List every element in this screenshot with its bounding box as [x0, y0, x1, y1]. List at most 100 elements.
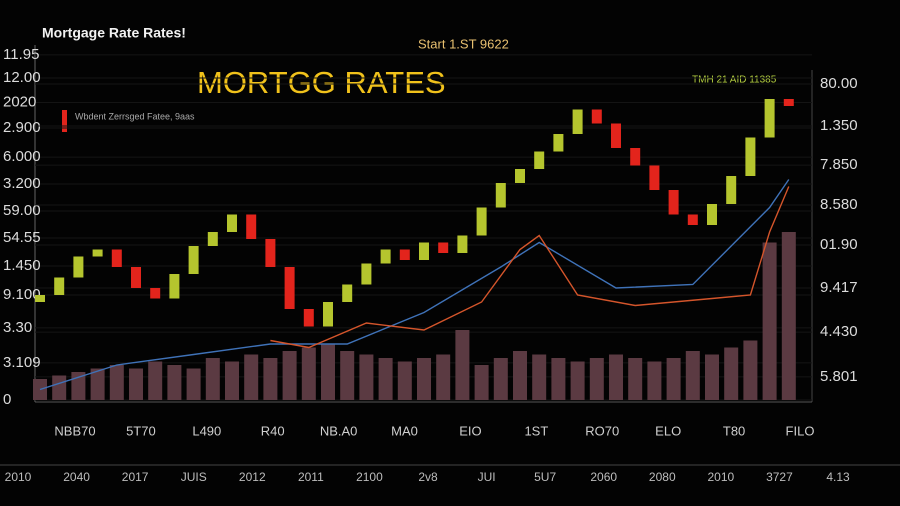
volume-bar	[705, 354, 719, 400]
y-tick-label: 2.900	[3, 119, 41, 136]
y-tick-label: 11.95	[3, 46, 39, 63]
candle	[783, 99, 794, 106]
x-tick-label-2: 5U7	[534, 470, 556, 484]
x-tick-label-2: 4.13	[826, 470, 850, 484]
candle	[169, 274, 180, 299]
volume-bar	[186, 368, 201, 400]
candle	[419, 242, 429, 260]
chart-title: Mortgage Rate Rates!	[42, 25, 186, 41]
y2-tick-label: 4.430	[820, 323, 858, 340]
y-tick-label: 54.55	[3, 229, 41, 246]
y-tick-label: 59.00	[3, 202, 41, 219]
volume-bar	[340, 351, 355, 400]
corner-text: TMH 21 AID 11385	[692, 75, 777, 86]
volume-bar	[628, 358, 643, 400]
x-tick-label-2: 2v8	[418, 470, 438, 484]
candle	[323, 302, 333, 327]
y2-tick-label: 80.00	[820, 75, 858, 92]
candle	[495, 183, 506, 208]
y2-tick-label: 5.801	[820, 368, 858, 385]
volume-bar	[109, 365, 124, 400]
volume-bar	[743, 340, 758, 400]
candle	[649, 165, 660, 190]
y-tick-label: 0	[3, 391, 11, 408]
volume-bar	[148, 361, 163, 400]
volume-bar	[609, 354, 623, 400]
candle	[515, 169, 525, 183]
legend-swatch	[62, 110, 67, 132]
candle	[303, 309, 314, 327]
volume-bar	[570, 361, 585, 400]
x-tick-label-2: 2011	[298, 470, 324, 484]
volume-bar	[321, 344, 335, 400]
volume-bar	[589, 358, 604, 400]
subtitle: Start 1.ST 9622	[418, 36, 509, 51]
candle	[476, 207, 487, 236]
x-tick-label-2: JUI	[478, 470, 496, 484]
y2-tick-label: 8.580	[820, 196, 858, 213]
x-tick-label-2: 2080	[649, 470, 676, 484]
candle	[54, 277, 65, 295]
volume-bar	[167, 365, 182, 400]
annotation: MORTGG RATES	[197, 65, 446, 100]
x-tick-label: RO70	[585, 423, 619, 438]
x-tick-label: T80	[723, 423, 745, 438]
y-tick-label: 3.109	[3, 354, 41, 371]
volume-bar	[436, 354, 451, 400]
y2-tick-label: 7.850	[820, 156, 858, 173]
x-tick-label: EIO	[459, 423, 481, 438]
x-tick-label: MA0	[391, 423, 418, 438]
volume-bar	[263, 358, 278, 400]
candle	[150, 288, 161, 299]
candle	[707, 204, 717, 225]
x-tick-label: L490	[192, 423, 221, 438]
volume-bar	[205, 358, 220, 400]
volume-bar	[532, 354, 547, 400]
volume-bar	[474, 365, 489, 400]
y-tick-label: 3.30	[3, 319, 32, 336]
volume-bar	[551, 358, 566, 400]
x-tick-label-2: 2100	[356, 470, 383, 484]
candle	[361, 263, 372, 285]
volume-bar	[244, 354, 259, 400]
candle	[687, 214, 698, 225]
candle	[111, 249, 122, 267]
candle	[92, 249, 103, 257]
volume-bar	[647, 361, 662, 400]
candle	[745, 137, 756, 176]
legend-text: Wbdent Zerrsged Fatee, 9aas	[75, 111, 195, 121]
candle	[35, 295, 45, 302]
candle	[668, 190, 679, 215]
candle	[457, 235, 468, 253]
volume-bar	[397, 361, 412, 400]
x-tick-label-2: 2060	[590, 470, 617, 484]
x-tick-label-2: 2040	[63, 470, 90, 484]
candle	[630, 148, 641, 166]
volume-bar	[90, 368, 105, 400]
trend-line	[270, 186, 790, 349]
candle	[399, 249, 410, 260]
y2-tick-label: 01.90	[820, 236, 858, 253]
y2-tick-label: 9.417	[820, 279, 858, 296]
candle	[188, 246, 199, 274]
y-tick-label: 6.000	[3, 148, 41, 165]
x-tick-label-2: 2010	[708, 470, 735, 484]
candle	[764, 99, 775, 138]
volume-bar	[666, 358, 681, 400]
y-tick-label: 2020	[3, 93, 36, 110]
volume-bar	[781, 232, 796, 400]
volume-bar	[417, 358, 431, 400]
volume-bar	[762, 242, 777, 400]
x-tick-label-2: JUIS	[181, 470, 207, 484]
y-tick-label: 3.200	[3, 175, 41, 192]
x-tick-label: 1ST	[524, 423, 548, 438]
x-tick-label: FILO	[786, 423, 815, 438]
volume-bar	[493, 358, 508, 400]
candle	[227, 214, 237, 232]
candle	[246, 214, 257, 239]
volume-bar	[129, 368, 143, 400]
candle	[534, 151, 545, 169]
x-tick-label-2: 2010	[5, 470, 32, 484]
